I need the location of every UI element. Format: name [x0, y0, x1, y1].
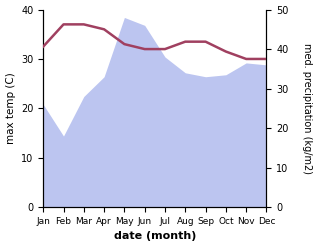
- Y-axis label: med. precipitation (kg/m2): med. precipitation (kg/m2): [302, 43, 313, 174]
- Y-axis label: max temp (C): max temp (C): [5, 72, 16, 144]
- X-axis label: date (month): date (month): [114, 231, 196, 242]
